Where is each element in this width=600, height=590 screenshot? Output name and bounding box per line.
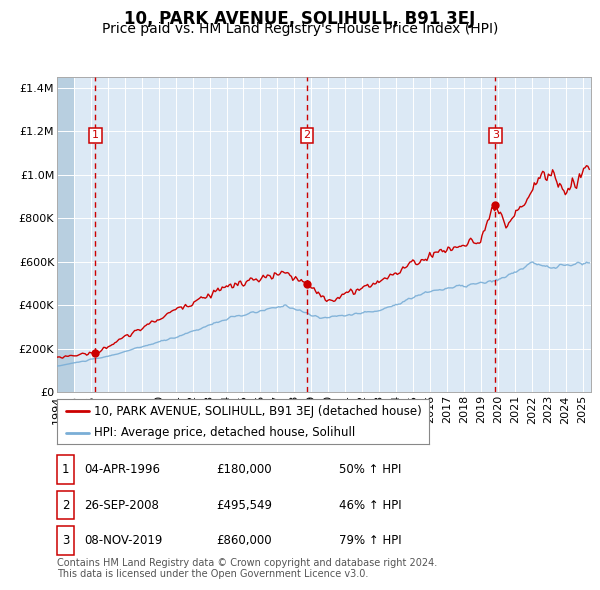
Text: 10, PARK AVENUE, SOLIHULL, B91 3EJ: 10, PARK AVENUE, SOLIHULL, B91 3EJ bbox=[124, 10, 476, 28]
Text: 2: 2 bbox=[62, 499, 69, 512]
Text: Price paid vs. HM Land Registry's House Price Index (HPI): Price paid vs. HM Land Registry's House … bbox=[102, 22, 498, 36]
Text: 3: 3 bbox=[492, 130, 499, 140]
Text: 1: 1 bbox=[92, 130, 99, 140]
Text: £495,549: £495,549 bbox=[216, 499, 272, 512]
Text: £860,000: £860,000 bbox=[216, 534, 272, 547]
Bar bbox=[57, 77, 74, 392]
Text: 2: 2 bbox=[304, 130, 311, 140]
Text: £180,000: £180,000 bbox=[216, 463, 272, 476]
Text: 46% ↑ HPI: 46% ↑ HPI bbox=[339, 499, 401, 512]
Text: Contains HM Land Registry data © Crown copyright and database right 2024.: Contains HM Land Registry data © Crown c… bbox=[57, 558, 437, 568]
Text: 3: 3 bbox=[62, 534, 69, 547]
Text: HPI: Average price, detached house, Solihull: HPI: Average price, detached house, Soli… bbox=[94, 426, 355, 439]
Text: 04-APR-1996: 04-APR-1996 bbox=[84, 463, 160, 476]
Text: 79% ↑ HPI: 79% ↑ HPI bbox=[339, 534, 401, 547]
Text: 1: 1 bbox=[62, 463, 69, 476]
Text: 26-SEP-2008: 26-SEP-2008 bbox=[84, 499, 159, 512]
Text: 10, PARK AVENUE, SOLIHULL, B91 3EJ (detached house): 10, PARK AVENUE, SOLIHULL, B91 3EJ (deta… bbox=[94, 405, 422, 418]
Text: 08-NOV-2019: 08-NOV-2019 bbox=[84, 534, 163, 547]
Text: This data is licensed under the Open Government Licence v3.0.: This data is licensed under the Open Gov… bbox=[57, 569, 368, 579]
Text: 50% ↑ HPI: 50% ↑ HPI bbox=[339, 463, 401, 476]
